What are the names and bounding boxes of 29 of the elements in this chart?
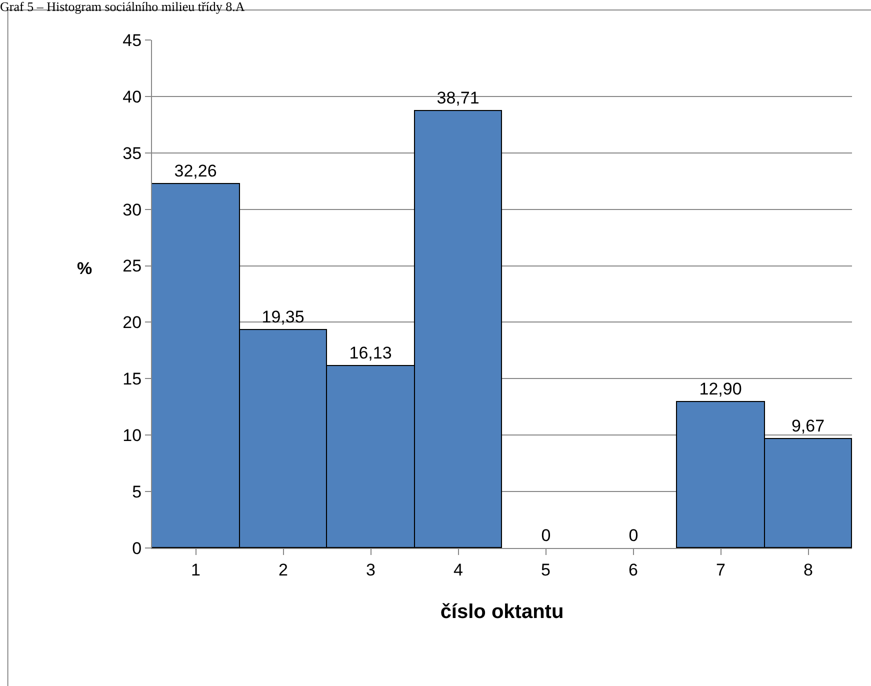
chart-title: Graf 5 – Histogram sociálního milieu třídy 8.A [0, 0, 246, 14]
x-tick-label: 8 [804, 560, 813, 580]
data-label: 9,67 [791, 416, 825, 436]
x-tick-label: 6 [628, 560, 638, 580]
y-tick-label: 35 [122, 144, 142, 163]
y-tick-label: 15 [122, 370, 142, 389]
data-label: 0 [541, 526, 551, 545]
y-tick-label: 5 [132, 482, 142, 502]
data-label: 16,13 [349, 344, 392, 362]
x-tick-label: 3 [366, 560, 376, 580]
data-label: 12,90 [699, 380, 742, 398]
y-tick-label: 0 [132, 538, 142, 558]
x-tick-label: 1 [191, 560, 200, 580]
x-tick-label: 7 [716, 560, 726, 580]
y-tick-label: 25 [122, 256, 142, 276]
x-tick-label: 2 [278, 560, 288, 580]
x-tick-label: 4 [454, 560, 463, 580]
data-label: 32,26 [174, 162, 217, 180]
data-label: 19,35 [262, 308, 304, 326]
y-tick-label: 45 [122, 30, 142, 50]
x-axis-title: číslo oktantu [440, 600, 564, 623]
data-label: 38,71 [436, 88, 480, 108]
y-tick-label: 20 [122, 313, 142, 332]
y-axis-title: % [77, 259, 92, 278]
y-tick-label: 10 [122, 426, 142, 446]
x-tick-label: 5 [541, 560, 550, 580]
y-tick-label: 40 [122, 87, 142, 106]
y-tick-label: 30 [122, 200, 142, 220]
data-label: 0 [628, 526, 638, 545]
